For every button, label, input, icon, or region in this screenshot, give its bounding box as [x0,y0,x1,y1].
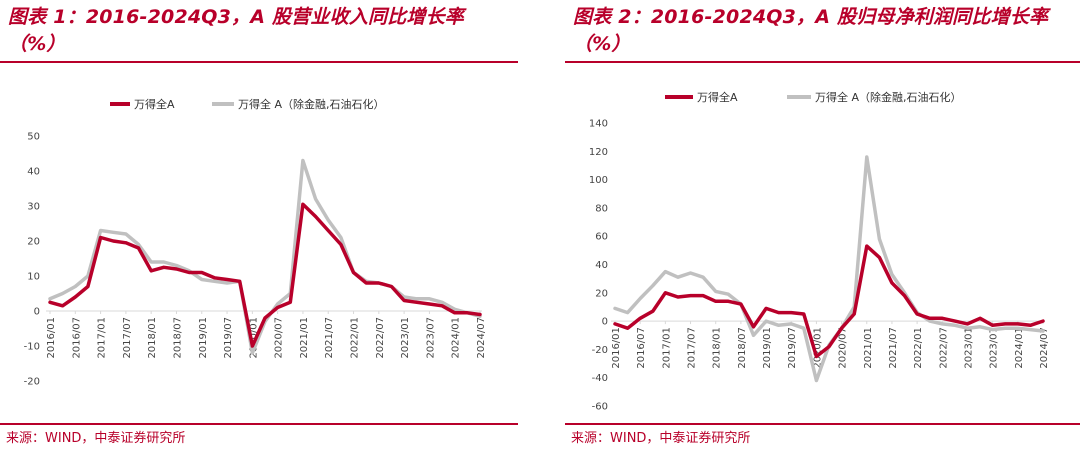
y-tick-label: 30 [27,202,40,213]
y-tick-label: 40 [595,260,608,271]
y-tick-label: 60 [595,232,608,243]
x-tick-label: 2020/01 [248,317,259,359]
legend-label: 万得全 A（除金融,石油石化） [815,90,962,104]
series-line-wind-a [613,244,1045,359]
x-tick-label: 2016/07 [71,317,82,359]
x-tick-label: 2022/07 [938,327,949,369]
x-tick-label: 2022/07 [375,317,386,359]
x-tick-label: 2018/07 [737,327,748,369]
x-tick-label: 2018/07 [172,317,183,359]
x-tick-label: 2024/07 [476,317,487,359]
series-line-wind-a-ex-fin [48,158,482,355]
x-tick-label: 2024/01 [451,317,462,359]
x-tick-label: 2016/01 [46,317,57,359]
x-tick-label: 2017/01 [97,317,108,359]
legend-label: 万得全A [697,90,738,104]
x-tick-label: 2021/01 [863,327,874,369]
source-note: 来源：WIND，中泰证券研究所 [6,431,186,446]
x-tick-label: 2020/01 [812,327,823,369]
x-tick-label: 2017/01 [661,327,672,369]
x-tick-label: 2021/07 [888,327,899,369]
y-tick-label: 120 [589,147,608,158]
y-tick-label: -20 [592,345,608,356]
x-tick-label: 2023/07 [425,317,436,359]
legend-label: 万得全 A（除金融,石油石化） [238,97,385,111]
x-tick-label: 2017/07 [687,327,698,369]
y-tick-label: 20 [27,237,40,248]
y-tick-label: 20 [595,288,608,299]
x-tick-label: 2021/07 [324,317,335,359]
x-tick-label: 2018/01 [712,327,723,369]
series-line-wind-a [48,202,482,348]
x-tick-label: 2019/01 [198,317,209,359]
y-tick-label: -60 [592,402,608,413]
y-tick-label: -20 [24,377,40,388]
x-tick-label: 2022/01 [913,327,924,369]
chart-title: 图表 2：2016-2024Q3，A 股归母净利润同比增长率（%） [573,6,1049,55]
chart-panel-2: 图表 2：2016-2024Q3，A 股归母净利润同比增长率（%） -60 -40… [565,0,1080,451]
x-tick-label: 2022/01 [350,317,361,359]
source-note: 来源：WIND，中泰证券研究所 [571,431,751,446]
line-chart-profit: -60 -40 -20 0 20 40 60 80 100 120 140 2016/01 2016/0… [589,90,1050,413]
x-tick-label: 2023/01 [963,327,974,369]
x-tick-label: 2020/07 [274,317,285,359]
y-tick-label: 10 [27,272,40,283]
x-tick-label: 2021/01 [299,317,310,359]
legend-label: 万得全A [134,97,175,111]
x-tick-label: 2020/07 [838,327,849,369]
y-tick-label: 100 [589,175,608,186]
chart-panel-1: 图表 1：2016-2024Q3，A 股营业收入同比增长率（%） -20 -10 0… [0,0,520,451]
x-tick-label: 2023/01 [400,317,411,359]
x-tick-label: 2019/07 [223,317,234,359]
title-rule [0,61,518,63]
x-tick-label: 2019/07 [787,327,798,369]
y-tick-label: -10 [24,342,40,353]
y-tick-label: 140 [589,119,608,130]
source-rule [0,423,518,425]
y-tick-label: 40 [27,167,40,178]
x-tick-label: 2018/01 [147,317,158,359]
x-tick-label: 2017/07 [122,317,133,359]
x-tick-label: 2023/07 [989,327,1000,369]
y-tick-label: 0 [602,317,608,328]
x-tick-label: 2024/01 [1014,327,1025,369]
y-tick-label: 50 [27,132,40,143]
line-chart-revenue: -20 -10 0 10 20 30 40 50 2016/01 2016/07 2017/01 20… [24,97,487,388]
source-rule [565,423,1080,425]
x-tick-label: 2019/01 [762,327,773,369]
x-tick-label: 2016/07 [636,327,647,369]
title-rule [565,61,1080,63]
chart-title: 图表 1：2016-2024Q3，A 股营业收入同比增长率（%） [8,6,464,55]
y-tick-label: -40 [592,373,608,384]
x-tick-label: 2016/01 [611,327,622,369]
y-tick-label: 80 [595,203,608,214]
x-tick-label: 2024/07 [1039,327,1050,369]
y-tick-label: 0 [34,307,40,318]
